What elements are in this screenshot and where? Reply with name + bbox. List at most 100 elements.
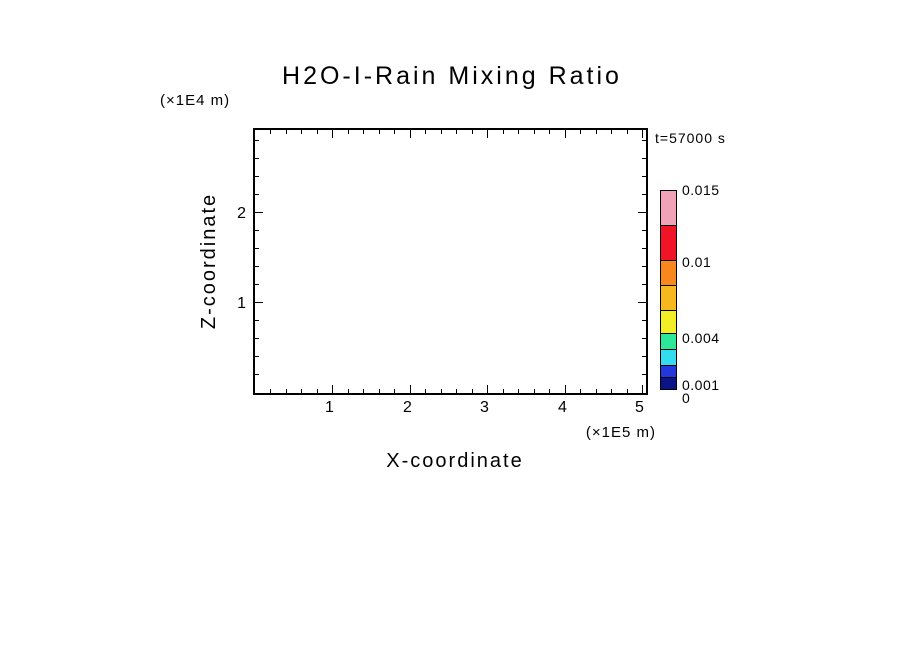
x-minor-tick [270,389,271,393]
y-minor-tick [255,320,259,321]
x-minor-tick [317,389,318,393]
x-minor-tick [534,389,535,393]
x-minor-tick [456,389,457,393]
x-major-tick [332,385,333,393]
x-minor-tick [596,130,597,134]
y-minor-tick [642,374,646,375]
x-minor-tick [472,130,473,134]
x-minor-tick [627,389,628,393]
x-minor-tick [301,130,302,134]
x-major-tick [565,385,566,393]
x-major-tick [642,130,643,138]
x-minor-tick [286,389,287,393]
plot-frame [253,128,648,395]
y-minor-tick [255,194,259,195]
y-minor-tick [255,230,259,231]
colorbar-segment [660,225,677,261]
colorbar-segment [660,190,677,226]
x-minor-tick [534,130,535,134]
colorbar-tick-label: 0.001 [682,377,720,393]
y-minor-tick [255,284,259,285]
x-minor-tick [611,130,612,134]
x-minor-tick [549,130,550,134]
x-minor-tick [379,130,380,134]
x-minor-tick [503,130,504,134]
colorbar-segment [660,310,677,334]
x-tick-label: 3 [480,399,490,416]
x-minor-tick [270,130,271,134]
x-major-tick [487,130,488,138]
x-minor-tick [441,130,442,134]
x-axis-units-label: (×1E5 m) [585,424,656,441]
y-minor-tick [642,266,646,267]
y-minor-tick [642,176,646,177]
colorbar-segment [660,377,677,390]
y-axis-units-label: (×1E4 m) [160,92,231,109]
y-minor-tick [255,140,259,141]
y-minor-tick [255,176,259,177]
y-minor-tick [642,140,646,141]
y-minor-tick [642,338,646,339]
x-minor-tick [472,389,473,393]
x-minor-tick [301,389,302,393]
x-minor-tick [394,130,395,134]
x-minor-tick [348,389,349,393]
colorbar [660,190,677,390]
time-annotation: t=57000 s [655,130,726,146]
x-minor-tick [394,389,395,393]
y-minor-tick [642,158,646,159]
x-minor-tick [627,130,628,134]
x-tick-label: 1 [325,399,335,416]
y-minor-tick [642,356,646,357]
y-tick-label: 2 [237,205,247,222]
x-minor-tick [580,130,581,134]
x-minor-tick [611,389,612,393]
x-minor-tick [317,130,318,134]
x-tick-label: 2 [403,399,413,416]
y-minor-tick [255,338,259,339]
x-major-tick [332,130,333,138]
colorbar-tick-label: 0.01 [682,254,712,270]
y-major-tick [638,302,646,303]
colorbar-segment [660,349,677,366]
x-tick-label: 4 [558,399,568,416]
y-minor-tick [642,320,646,321]
y-major-tick [255,212,263,213]
y-minor-tick [642,194,646,195]
colorbar-tick-label: 0 [682,390,691,406]
x-minor-tick [580,389,581,393]
y-major-tick [638,212,646,213]
y-minor-tick [642,230,646,231]
x-major-tick [410,385,411,393]
x-minor-tick [363,389,364,393]
x-minor-tick [456,130,457,134]
x-minor-tick [286,130,287,134]
colorbar-segment [660,260,677,286]
x-major-tick [487,385,488,393]
x-major-tick [565,130,566,138]
x-minor-tick [518,389,519,393]
x-major-tick [410,130,411,138]
y-axis-title: Z-coordinate [198,192,220,330]
x-minor-tick [379,389,380,393]
x-minor-tick [425,389,426,393]
y-major-tick [255,302,263,303]
x-minor-tick [441,389,442,393]
y-minor-tick [642,248,646,249]
x-major-tick [642,385,643,393]
x-minor-tick [596,389,597,393]
colorbar-tick-label: 0.004 [682,330,720,346]
y-minor-tick [255,374,259,375]
y-minor-tick [255,356,259,357]
colorbar-segment [660,285,677,311]
x-minor-tick [425,130,426,134]
y-minor-tick [642,284,646,285]
x-minor-tick [363,130,364,134]
colorbar-segment [660,333,677,350]
chart-title: H2O-I-Rain Mixing Ratio [282,62,622,90]
y-minor-tick [255,248,259,249]
x-minor-tick [348,130,349,134]
x-tick-label: 5 [635,399,645,416]
y-minor-tick [255,266,259,267]
